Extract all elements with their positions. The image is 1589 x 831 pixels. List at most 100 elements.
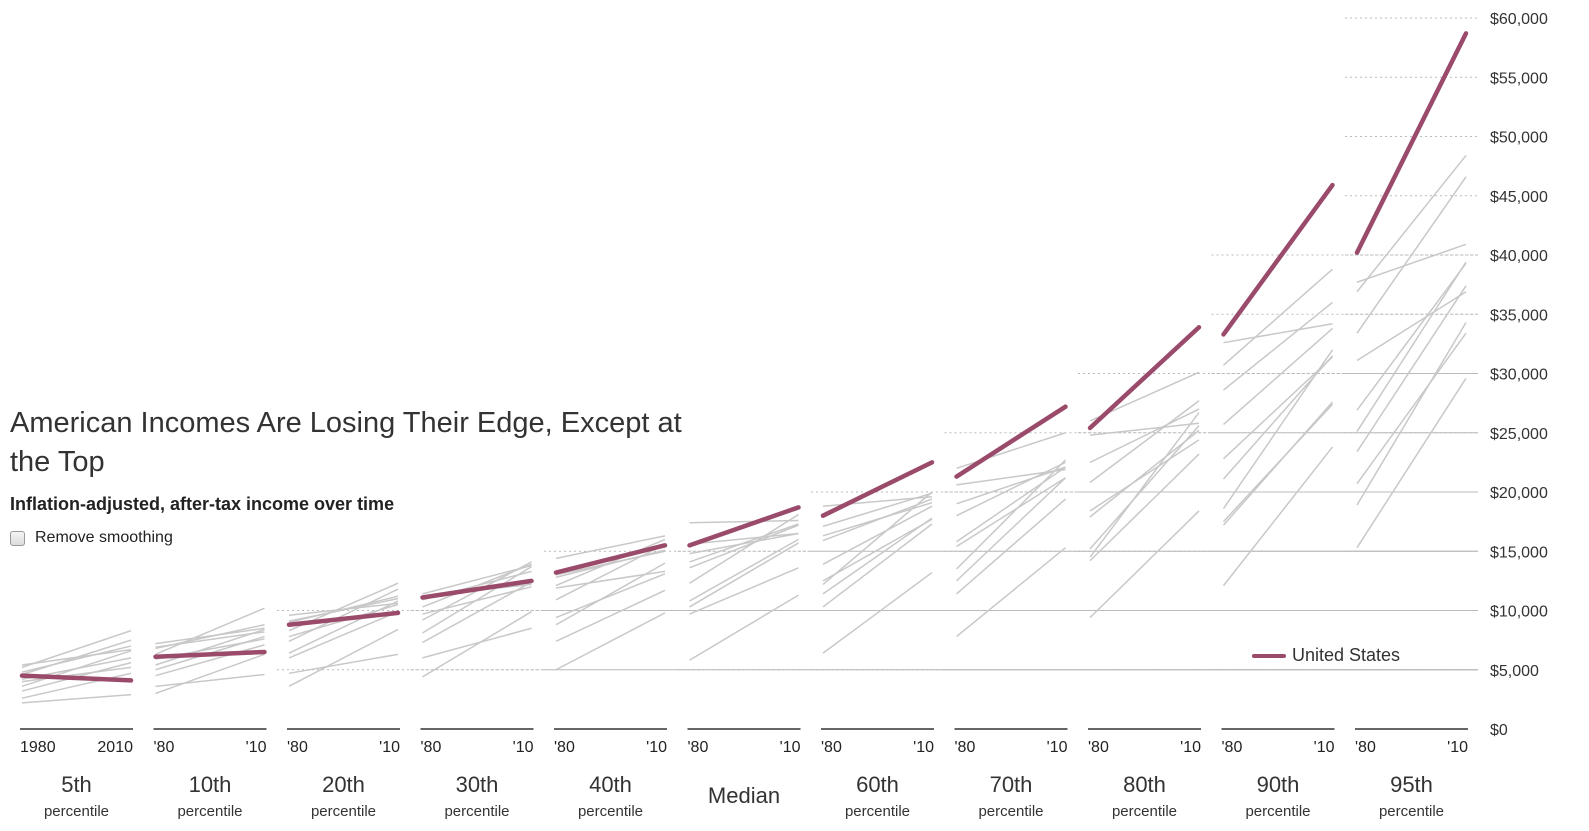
other-country-line (422, 566, 532, 634)
remove-smoothing-toggle[interactable]: Remove smoothing (10, 529, 173, 547)
y-tick-label: $55,000 (1490, 70, 1548, 87)
other-country-line (822, 498, 933, 542)
other-country-line (689, 519, 799, 524)
panel-median: '80 '10 Median (687, 505, 801, 808)
panel-40th: '80 '10 40th percentile (553, 535, 668, 820)
other-country-line (1089, 510, 1200, 619)
panel-30th: '80 '10 30th percentile (420, 561, 534, 820)
other-country-line (155, 627, 265, 645)
other-country-line (1356, 261, 1467, 432)
other-country-line (822, 492, 933, 528)
other-country-line (422, 611, 532, 678)
panel-name: 40th (589, 772, 632, 797)
y-axis-ticks: $0 $5,000 $10,000 $15,000 $20,000 $25,000 $30,… (1490, 11, 1548, 739)
panel-name: 70th (990, 772, 1033, 797)
panel-name: 30th (456, 772, 499, 797)
y-tick-label: $10,000 (1490, 604, 1548, 621)
other-country-line (822, 523, 933, 608)
other-country-line (555, 562, 666, 626)
other-country-line (21, 693, 132, 704)
other-country-line (1222, 401, 1334, 526)
other-country-line (955, 459, 1067, 570)
panel-sub: percentile (1112, 803, 1177, 820)
other-country-line (1223, 327, 1333, 426)
other-country-line (689, 513, 799, 584)
x-start-label: 1980 (20, 739, 56, 756)
x-start-label: '80 (955, 739, 976, 756)
panel-name: 60th (856, 772, 899, 797)
panel-sub: percentile (1245, 803, 1310, 820)
gridlines (277, 17, 1478, 671)
panel-sub: percentile (44, 803, 109, 820)
other-country-line (956, 468, 1066, 486)
other-country-line (822, 517, 933, 595)
other-country-line (1089, 453, 1200, 562)
y-tick-label: $40,000 (1490, 248, 1548, 265)
y-tick-label: $0 (1490, 722, 1508, 739)
other-country-line (1223, 301, 1333, 391)
other-country-line (422, 564, 532, 595)
united-states-line (19, 673, 134, 683)
x-end-label: '10 (780, 739, 801, 756)
other-country-line (288, 653, 399, 675)
other-country-line (956, 466, 1066, 505)
other-country-line (1356, 154, 1467, 293)
united-states-line (687, 505, 801, 548)
y-tick-label: $60,000 (1490, 11, 1548, 28)
united-states-line (954, 404, 1068, 479)
other-country-line (555, 573, 666, 619)
other-country-line (955, 477, 1067, 582)
checkbox-icon[interactable] (10, 530, 25, 546)
other-country-line (956, 477, 1066, 548)
panel-70th: '80 '10 70th percentile (954, 404, 1068, 820)
other-country-line (1089, 400, 1200, 484)
other-country-line (1223, 322, 1333, 344)
other-country-line (822, 571, 933, 654)
remove-smoothing-label: Remove smoothing (35, 529, 173, 546)
other-country-line (155, 644, 265, 677)
x-start-label: '80 (421, 739, 442, 756)
other-country-line (555, 549, 666, 579)
legend-swatch-united-states (1252, 653, 1286, 658)
legend: United States (1252, 645, 1400, 666)
other-country-line (288, 628, 399, 688)
other-country-line (689, 532, 799, 545)
other-country-line (956, 432, 1066, 470)
other-country-line (1223, 268, 1333, 366)
other-country-line (1356, 262, 1467, 411)
panels: 1980 2010 5th percentile '80 '10 10th percentil… (19, 31, 1469, 820)
other-country-line (155, 673, 265, 688)
panel-name: 95th (1390, 772, 1433, 797)
other-country-line (822, 505, 933, 565)
panel-sub: percentile (978, 803, 1043, 820)
other-country-line (155, 607, 265, 656)
other-country-line (21, 666, 132, 683)
panel-90th: '80 '10 90th percentile (1221, 182, 1335, 820)
y-tick-label: $30,000 (1490, 367, 1548, 384)
other-country-line (822, 518, 933, 582)
panel-sub: percentile (845, 803, 910, 820)
panel-10th: '80 '10 10th percentile (153, 607, 267, 820)
panel-sub: percentile (1379, 803, 1444, 820)
other-country-line (956, 461, 1066, 517)
panel-20th: '80 '10 20th percentile (286, 582, 401, 820)
other-country-line (288, 597, 399, 622)
y-tick-label: $20,000 (1490, 485, 1548, 502)
x-end-label: '10 (1047, 739, 1068, 756)
chart-subtitle: Inflation-adjusted, after-tax income ove… (10, 494, 395, 514)
other-country-line (689, 567, 799, 615)
united-states-line (553, 543, 668, 575)
x-end-label: '10 (1447, 739, 1468, 756)
other-country-line (1356, 176, 1467, 334)
legend-label-united-states: United States (1292, 645, 1401, 665)
other-country-line (555, 538, 666, 587)
other-country-line (1356, 243, 1467, 283)
other-country-line (288, 600, 399, 654)
united-states-line (1221, 182, 1335, 337)
panel-name: Median (708, 783, 780, 808)
other-country-line (555, 589, 666, 642)
other-country-line (21, 629, 132, 669)
other-country-line (21, 648, 132, 666)
x-start-label: '80 (1088, 739, 1109, 756)
